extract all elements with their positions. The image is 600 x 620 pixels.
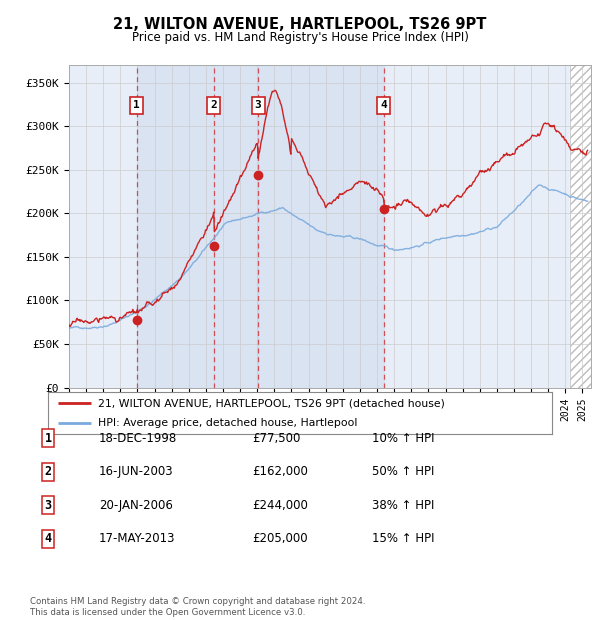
Text: 2: 2 bbox=[211, 100, 217, 110]
Text: £205,000: £205,000 bbox=[252, 533, 308, 545]
Bar bbox=[137, 65, 214, 388]
Text: HPI: Average price, detached house, Hartlepool: HPI: Average price, detached house, Hart… bbox=[98, 418, 358, 428]
Text: 1: 1 bbox=[44, 432, 52, 445]
Text: 50% ↑ HPI: 50% ↑ HPI bbox=[372, 466, 434, 478]
Text: 2: 2 bbox=[44, 466, 52, 478]
Text: 3: 3 bbox=[44, 499, 52, 511]
Text: Contains HM Land Registry data © Crown copyright and database right 2024.
This d: Contains HM Land Registry data © Crown c… bbox=[30, 598, 365, 617]
Text: 15% ↑ HPI: 15% ↑ HPI bbox=[372, 533, 434, 545]
Text: 16-JUN-2003: 16-JUN-2003 bbox=[99, 466, 173, 478]
Text: 4: 4 bbox=[44, 533, 52, 545]
Text: 4: 4 bbox=[380, 100, 387, 110]
Bar bbox=[214, 65, 258, 388]
Text: 18-DEC-1998: 18-DEC-1998 bbox=[99, 432, 177, 445]
Text: 10% ↑ HPI: 10% ↑ HPI bbox=[372, 432, 434, 445]
Text: 38% ↑ HPI: 38% ↑ HPI bbox=[372, 499, 434, 511]
Bar bbox=[258, 65, 383, 388]
Text: 17-MAY-2013: 17-MAY-2013 bbox=[99, 533, 176, 545]
Text: 21, WILTON AVENUE, HARTLEPOOL, TS26 9PT (detached house): 21, WILTON AVENUE, HARTLEPOOL, TS26 9PT … bbox=[98, 398, 445, 408]
Bar bbox=[571, 65, 591, 388]
Text: 1: 1 bbox=[133, 100, 140, 110]
Text: Price paid vs. HM Land Registry's House Price Index (HPI): Price paid vs. HM Land Registry's House … bbox=[131, 31, 469, 44]
Text: 20-JAN-2006: 20-JAN-2006 bbox=[99, 499, 173, 511]
Bar bbox=[571, 65, 591, 388]
Text: 3: 3 bbox=[255, 100, 262, 110]
Text: £244,000: £244,000 bbox=[252, 499, 308, 511]
Text: £77,500: £77,500 bbox=[252, 432, 301, 445]
Text: 21, WILTON AVENUE, HARTLEPOOL, TS26 9PT: 21, WILTON AVENUE, HARTLEPOOL, TS26 9PT bbox=[113, 17, 487, 32]
Text: £162,000: £162,000 bbox=[252, 466, 308, 478]
